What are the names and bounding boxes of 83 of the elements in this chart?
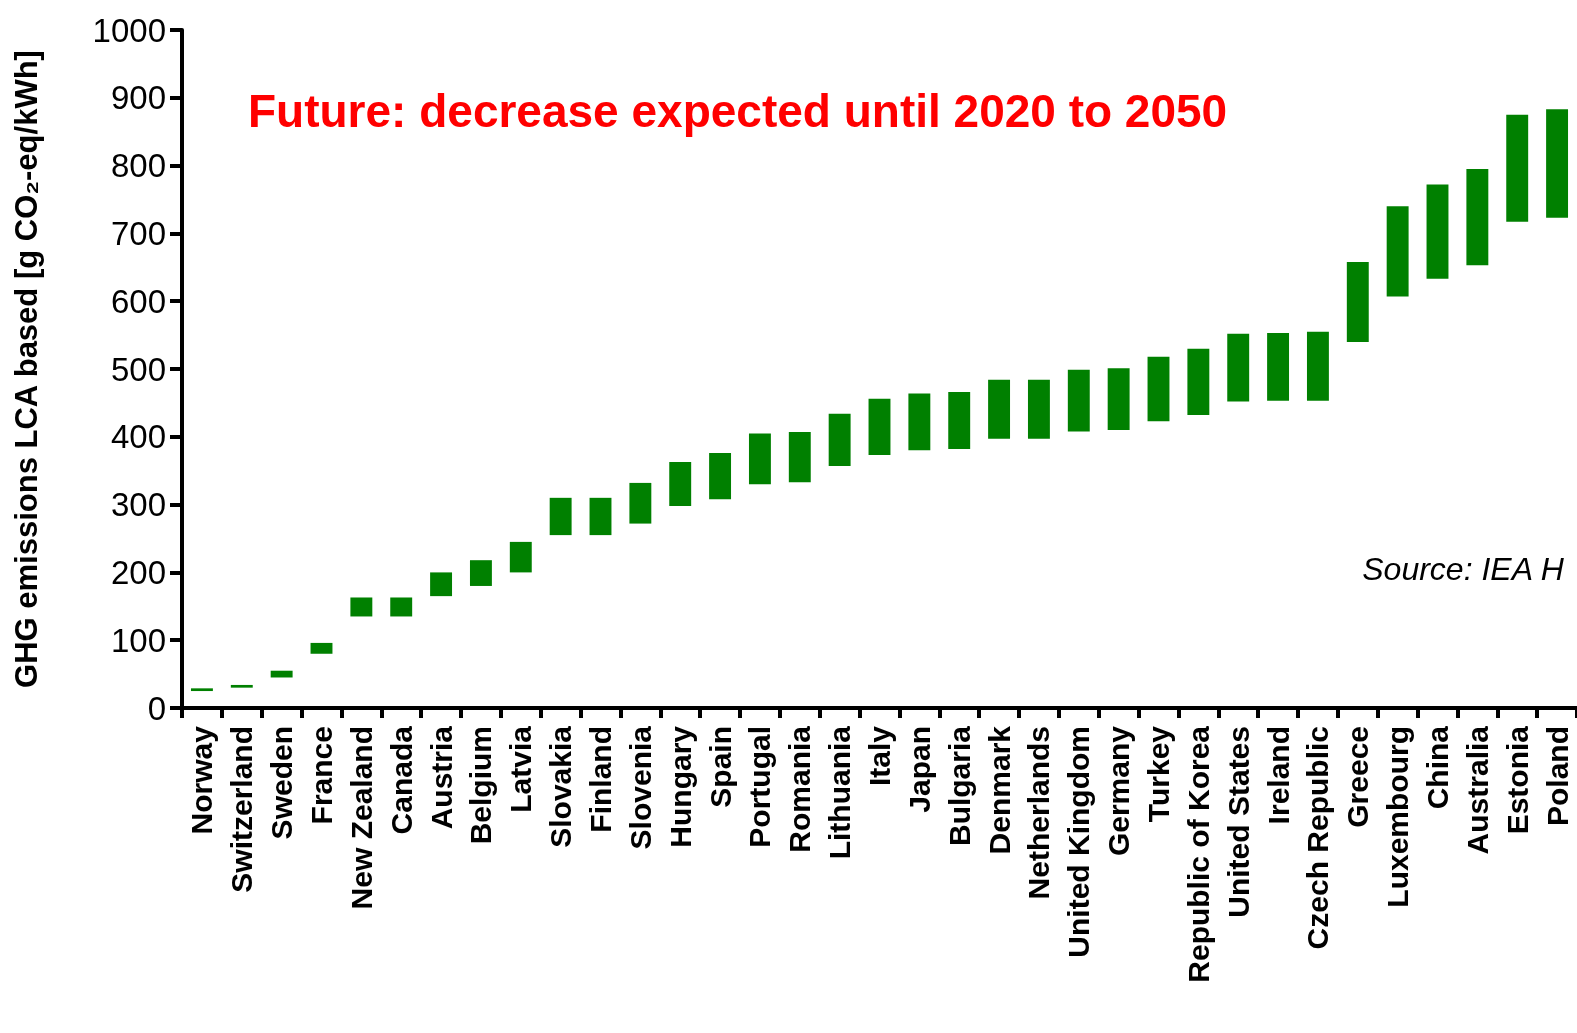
- x-tick-label: Austria: [424, 725, 458, 830]
- bar: [669, 461, 692, 506]
- y-tick-label: 0: [147, 689, 166, 727]
- bar: [1027, 379, 1050, 439]
- x-tick-label: Estonia: [1500, 725, 1534, 835]
- x-tick-label: Romania: [783, 725, 817, 853]
- x-tick-label: United Kingdom: [1062, 726, 1096, 958]
- x-tick-label: China: [1421, 725, 1454, 810]
- x-tick-label: Japan: [902, 726, 936, 813]
- bar: [748, 433, 771, 485]
- y-tick-label: 1000: [92, 11, 166, 49]
- x-tick-label: Sweden: [265, 726, 299, 840]
- y-axis-title: GHG emissions LCA based [g CO₂-eq/kWh]: [9, 50, 44, 688]
- x-tick-label: Germany: [1102, 725, 1136, 857]
- bar: [230, 684, 253, 688]
- x-tick-label: Bulgaria: [942, 725, 976, 847]
- x-tick-label: Luxembourg: [1381, 726, 1415, 908]
- bar: [1426, 184, 1449, 279]
- bar: [310, 642, 333, 654]
- y-tick-label: 200: [110, 553, 166, 591]
- bar: [988, 379, 1011, 439]
- x-tick-label: Poland: [1540, 726, 1574, 827]
- x-tick-label: Greece: [1341, 726, 1375, 828]
- x-tick-label: New Zealand: [344, 726, 378, 910]
- bar: [1306, 331, 1329, 401]
- x-tick-label: France: [305, 726, 338, 825]
- bar: [828, 413, 851, 466]
- x-tick-label: Ireland: [1261, 726, 1295, 825]
- y-tick-label: 700: [110, 214, 166, 252]
- x-tick-label: Canada: [384, 725, 418, 835]
- x-tick-label: Australia: [1460, 725, 1494, 855]
- bar: [1107, 368, 1130, 431]
- x-tick-label: Finland: [584, 726, 617, 833]
- bar: [430, 572, 453, 597]
- bar: [589, 497, 612, 536]
- x-tick-label: Latvia: [504, 725, 538, 813]
- bar: [350, 597, 373, 617]
- bar: [629, 482, 652, 524]
- bar: [908, 393, 931, 451]
- x-tick-label: Switzerland: [225, 726, 259, 893]
- x-tick-label: Lithuania: [823, 725, 857, 860]
- bar: [1546, 109, 1569, 218]
- x-tick-label: Slovenia: [623, 725, 657, 850]
- y-tick-label: 100: [110, 621, 166, 659]
- bar: [1506, 114, 1529, 222]
- bar: [390, 597, 413, 617]
- bar: [1227, 333, 1250, 402]
- x-tick-label: Czech Republic: [1301, 726, 1335, 950]
- x-tick-label: Netherlands: [1022, 726, 1056, 900]
- bar: [1386, 206, 1409, 297]
- annotation: Source: IEA H: [1362, 551, 1565, 587]
- y-tick-label: 600: [110, 282, 166, 320]
- x-tick-label: Norway: [185, 725, 219, 835]
- bar: [469, 560, 492, 586]
- bar: [709, 453, 732, 500]
- bar: [868, 398, 891, 456]
- x-tick-label: Belgium: [464, 726, 498, 845]
- y-tick-label: 800: [110, 147, 166, 185]
- x-tick-label: Slovakia: [544, 725, 578, 848]
- x-tick-label: Hungary: [663, 725, 697, 848]
- bar: [509, 541, 532, 573]
- bar: [1346, 261, 1369, 342]
- bar: [1067, 369, 1090, 432]
- bar: [1147, 356, 1170, 422]
- x-tick-label: Spain: [703, 726, 737, 808]
- x-tick-label: Denmark: [982, 725, 1016, 855]
- annotation: Future: decrease expected until 2020 to 2050: [248, 85, 1228, 137]
- bar: [1187, 348, 1210, 416]
- x-tick-label: Turkey: [1142, 725, 1175, 823]
- x-tick-label: Portugal: [743, 726, 777, 848]
- bar: [190, 688, 213, 692]
- bar: [948, 392, 971, 449]
- x-tick-label: Republic of Korea: [1181, 725, 1215, 983]
- x-tick-label: Italy: [863, 725, 896, 787]
- y-tick-label: 500: [110, 350, 166, 388]
- bar: [788, 432, 811, 483]
- y-tick-label: 900: [110, 79, 166, 117]
- bar: [1267, 333, 1290, 401]
- y-tick-label: 300: [110, 486, 166, 524]
- bar: [1466, 168, 1489, 266]
- x-tick-label: United States: [1221, 726, 1255, 918]
- y-tick-label: 400: [110, 418, 166, 456]
- bar: [549, 497, 572, 536]
